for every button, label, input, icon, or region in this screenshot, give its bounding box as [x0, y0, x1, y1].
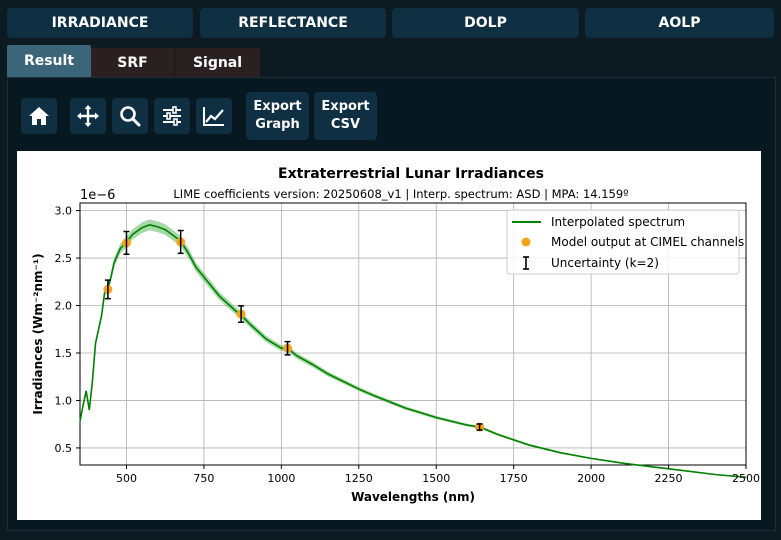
- x-tick-label: 2250: [655, 472, 683, 485]
- y-tick-label: 2.5: [55, 252, 73, 265]
- legend-item-spectrum: Interpolated spectrum: [551, 215, 685, 229]
- legend-point-swatch: [521, 237, 531, 247]
- tab-result[interactable]: Result: [7, 45, 91, 77]
- configure-subplots-button[interactable]: [154, 98, 190, 134]
- irradiance-plot: 500 750 1000 1250 1500 1750 2000 2250 2500 0.5 1.…: [17, 151, 761, 520]
- x-tick-label: 750: [193, 472, 214, 485]
- chart-subtitle: LIME coefficients version: 20250608_v1 |…: [173, 187, 628, 201]
- pan-icon: [77, 105, 99, 127]
- x-tick-label: 1000: [267, 472, 295, 485]
- y-tick-label: 3.0: [55, 205, 73, 218]
- legend-item-model: Model output at CIMEL channels: [551, 235, 744, 249]
- tab-signal[interactable]: Signal: [175, 48, 260, 77]
- y-axis-multiplier: 1e−6: [80, 188, 115, 203]
- model-points: [103, 229, 485, 432]
- y-tick-label: 1.0: [55, 394, 73, 407]
- legend: Interpolated spectrum Model output at CI…: [506, 209, 744, 275]
- tab-srf[interactable]: SRF: [91, 48, 174, 77]
- export-graph-label-line2: Graph: [255, 117, 300, 132]
- x-tick-label: 1500: [422, 472, 450, 485]
- reflectance-button[interactable]: REFLECTANCE: [200, 8, 386, 38]
- home-button[interactable]: [21, 98, 57, 134]
- x-tick-label: 2000: [577, 472, 605, 485]
- irradiance-button[interactable]: IRRADIANCE: [7, 8, 193, 38]
- x-tick-label: 1750: [500, 472, 528, 485]
- x-tick-label: 2500: [732, 472, 760, 485]
- legend-errorbar-swatch: [523, 256, 529, 270]
- chart-title: Extraterrestrial Lunar Irradiances: [278, 166, 544, 182]
- y-tick-label: 2.0: [55, 300, 73, 313]
- export-csv-label-line1: Export: [321, 99, 370, 114]
- top-navigation: IRRADIANCE REFLECTANCE DOLP AOLP: [7, 8, 774, 38]
- edit-curve-icon: [203, 107, 224, 126]
- edit-curve-button[interactable]: [196, 98, 232, 134]
- chart-svg: 500 750 1000 1250 1500 1750 2000 2250 2500 0.5 1.…: [31, 166, 760, 504]
- export-csv-label-line2: CSV: [330, 117, 361, 132]
- configure-icon: [163, 106, 181, 126]
- home-icon: [29, 107, 49, 125]
- x-tick-label: 1250: [345, 472, 373, 485]
- plot-frame: [79, 202, 747, 466]
- grid-lines: [80, 203, 747, 465]
- legend-item-uncertainty: Uncertainty (k=2): [551, 256, 659, 270]
- y-axis-label: Irradiances (Wm⁻²nm⁻¹): [31, 253, 45, 414]
- pan-button[interactable]: [70, 98, 106, 134]
- y-tick-label: 0.5: [55, 442, 73, 455]
- dolp-button[interactable]: DOLP: [392, 8, 579, 38]
- aolp-button[interactable]: AOLP: [585, 8, 774, 38]
- zoom-icon: [120, 106, 141, 127]
- x-axis-label: Wavelengths (nm): [351, 490, 475, 504]
- export-csv-button[interactable]: Export CSV: [314, 92, 377, 140]
- y-tick-label: 1.5: [55, 347, 73, 360]
- legend-box: [506, 209, 740, 275]
- zoom-button[interactable]: [112, 98, 148, 134]
- x-tick-label: 500: [116, 472, 137, 485]
- y-axis-ticks: 0.5 1.0 1.5 2.0 2.5 3.0: [55, 205, 80, 455]
- x-axis-ticks: 500 750 1000 1250 1500 1750 2000 2250 2500: [116, 465, 760, 485]
- export-graph-label-line1: Export: [253, 99, 302, 114]
- export-graph-button[interactable]: Export Graph: [246, 92, 309, 140]
